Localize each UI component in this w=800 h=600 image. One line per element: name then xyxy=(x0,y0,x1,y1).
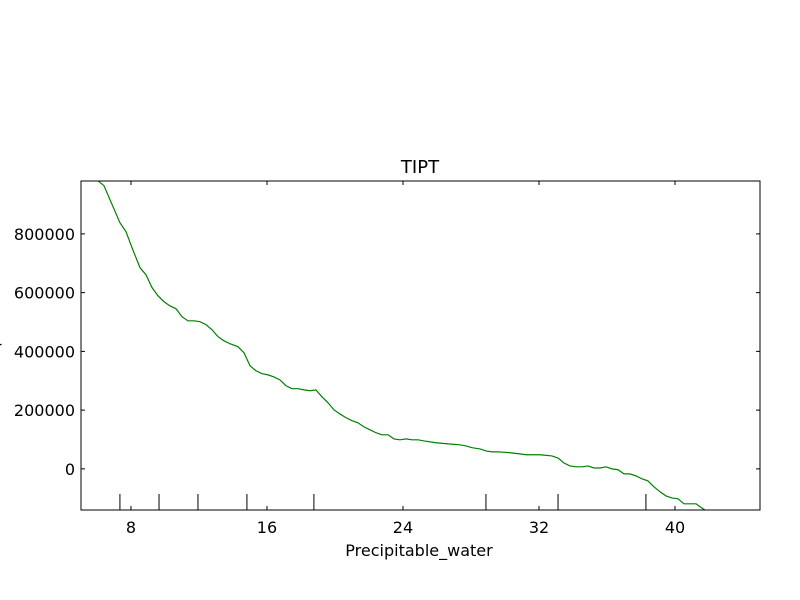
axes-frame xyxy=(80,180,761,511)
y-tick-label: 200000 xyxy=(14,401,75,420)
y-tick-label: 0 xyxy=(65,460,75,479)
x-tick-label: 40 xyxy=(665,518,685,537)
x-tick-label: 16 xyxy=(257,518,277,537)
y-axis-label: Partial dependence xyxy=(0,268,2,422)
y-tick-label: 600000 xyxy=(14,284,75,303)
plot-area xyxy=(97,181,706,510)
data-line xyxy=(97,181,706,510)
x-tick-label: 8 xyxy=(126,518,136,537)
y-tick-label: 400000 xyxy=(14,342,75,361)
x-tick-label: 32 xyxy=(529,518,549,537)
x-axis-label: Precipitable_water xyxy=(345,541,493,561)
y-tick-label: 800000 xyxy=(14,225,75,244)
x-tick-label: 24 xyxy=(393,518,413,537)
chart-title: TIPT xyxy=(400,157,440,178)
